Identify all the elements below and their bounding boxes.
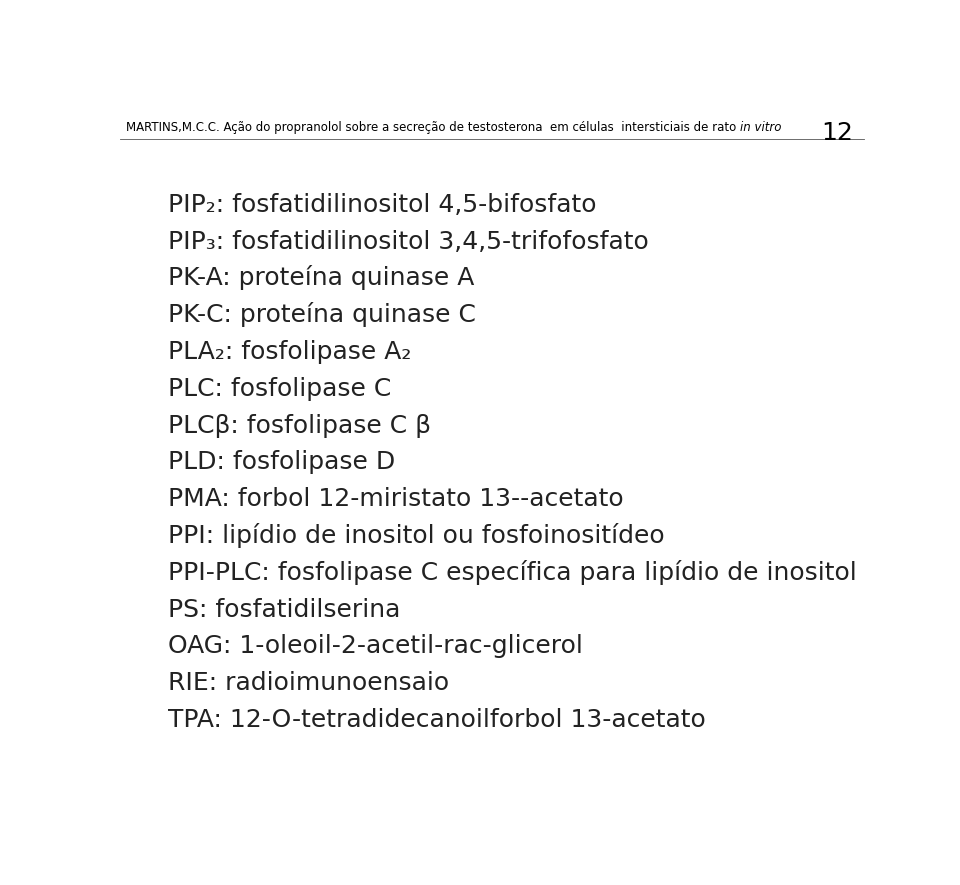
Text: in vitro: in vitro <box>740 121 781 135</box>
Text: RIE: radioimunoensaio: RIE: radioimunoensaio <box>168 671 449 696</box>
Text: PIP₂: fosfatidilinositol 4,5-bifosfato: PIP₂: fosfatidilinositol 4,5-bifosfato <box>168 193 597 217</box>
Text: PS: fosfatidilserina: PS: fosfatidilserina <box>168 597 400 621</box>
Text: PLC: fosfolipase C: PLC: fosfolipase C <box>168 377 392 401</box>
Text: OAG: 1-oleoil-2-acetil-rac-glicerol: OAG: 1-oleoil-2-acetil-rac-glicerol <box>168 635 584 658</box>
Text: PLA₂: fosfolipase A₂: PLA₂: fosfolipase A₂ <box>168 340 412 364</box>
Text: PLCβ: fosfolipase C β: PLCβ: fosfolipase C β <box>168 413 431 437</box>
Text: MARTINS,M.C.C. Ação do propranolol sobre a secreção de testosterona  em células : MARTINS,M.C.C. Ação do propranolol sobre… <box>126 121 740 135</box>
Text: PK-C: proteína quinase C: PK-C: proteína quinase C <box>168 302 476 327</box>
Text: PPI: lipídio de inositol ou fosfoinositídeo: PPI: lipídio de inositol ou fosfoinosití… <box>168 523 665 548</box>
Text: PPI-PLC: fosfolipase C específica para lipídio de inositol: PPI-PLC: fosfolipase C específica para l… <box>168 560 857 585</box>
Text: PLD: fosfolipase D: PLD: fosfolipase D <box>168 450 396 474</box>
Text: PMA: forbol 12-miristato 13--acetato: PMA: forbol 12-miristato 13--acetato <box>168 488 624 512</box>
Text: TPA: 12-O-tetradidecanoilforbol 13-acetato: TPA: 12-O-tetradidecanoilforbol 13-aceta… <box>168 708 707 732</box>
Text: 12: 12 <box>821 121 852 145</box>
Text: PIP₃: fosfatidilinositol 3,4,5-trifofosfato: PIP₃: fosfatidilinositol 3,4,5-trifofosf… <box>168 229 649 254</box>
Text: PK-A: proteína quinase A: PK-A: proteína quinase A <box>168 266 475 290</box>
